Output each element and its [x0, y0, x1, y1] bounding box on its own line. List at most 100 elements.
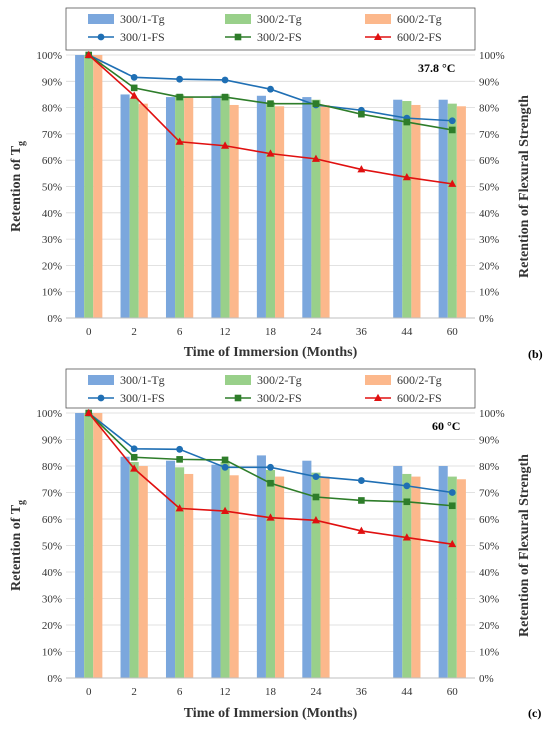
bar-600/2-Tg [93, 413, 103, 678]
legend-label: 600/2-Tg [397, 373, 442, 387]
legend-swatch-600/2-Tg [365, 375, 391, 385]
legend-swatch-600/2-Tg [365, 14, 391, 24]
bar-300/2-Tg [265, 102, 276, 318]
point-300/1-FS [448, 489, 456, 496]
x-tick-label: 0 [86, 686, 92, 698]
bar-300/2-Tg [175, 94, 185, 318]
point-600/2-FS [448, 539, 457, 548]
x-tick-label: 6 [177, 686, 183, 698]
point-300/1-FS [267, 463, 274, 471]
y-tick-left: 90% [42, 76, 62, 88]
bar-300/2-Tg [311, 472, 321, 678]
y-tick-right: 60% [479, 514, 499, 526]
point-600/2-FS [266, 513, 275, 521]
legend-box [65, 7, 476, 51]
x-tick-label: 60 [447, 326, 459, 338]
point-600/2-FS [221, 506, 230, 515]
y-tick-left: 10% [42, 647, 62, 659]
bar-300/1-Tg [302, 97, 312, 318]
point-300/1-FS [312, 473, 320, 480]
point-300/2-FS [267, 479, 274, 487]
point-300/1-FS [448, 117, 456, 125]
y-tick-left: 90% [42, 435, 62, 447]
legend-marker [374, 393, 382, 401]
bar-600/2-Tg [411, 476, 421, 678]
bar-300/1-Tg [165, 460, 176, 678]
chart-panel-b: 300/1-Tg 300/2-Tg 600/2-Tg 300/1-FS 300/2-FS… [9, 7, 543, 361]
y-tick-left: 40% [42, 567, 62, 579]
bar-600/2-Tg [275, 106, 285, 318]
point-300/1-FS [221, 463, 229, 471]
bar-300/1-Tg [120, 94, 130, 318]
point-600/2-FS [84, 408, 93, 416]
bar-300/2-Tg [447, 476, 457, 678]
point-600/2-FS [130, 464, 139, 472]
x-tick-label: 18 [265, 326, 277, 338]
x-tick-label: 24 [310, 326, 322, 338]
bar-300/2-Tg [129, 462, 139, 678]
y-axis-label-left-subscript: g [16, 141, 27, 146]
y-tick-right: 0% [479, 313, 494, 325]
y-tick-left: 100% [36, 50, 62, 62]
legend-label: 600/2-FS [397, 30, 442, 44]
bar-300/2-Tg [129, 98, 139, 319]
legend-label: 300/2-FS [257, 30, 302, 44]
y-tick-right: 60% [479, 155, 499, 167]
legend-label: 600/2-Tg [397, 12, 442, 26]
y-axis-label-left-subscript: g [16, 500, 27, 505]
bar-300/2-Tg [447, 103, 457, 318]
y-tick-right: 100% [479, 408, 505, 420]
bar-600/2-Tg [320, 476, 330, 678]
point-600/2-FS [266, 149, 275, 157]
point-300/2-FS [448, 502, 456, 510]
point-600/2-FS [402, 172, 411, 181]
y-tick-right: 40% [479, 208, 499, 220]
y-tick-left: 10% [42, 287, 62, 299]
y-tick-left: 0% [47, 673, 62, 685]
point-600/2-FS [130, 91, 139, 99]
y-axis-label-right: Retention of Flexural Strength [517, 454, 532, 637]
y-tick-left: 50% [42, 541, 62, 553]
temperature-label: 60 °C [432, 419, 460, 433]
bar-300/1-Tg [256, 455, 266, 678]
point-300/2-FS [358, 110, 365, 118]
chart-panel-c: 300/1-Tg 300/2-Tg 600/2-Tg 300/1-FS 300/2-FS… [9, 368, 541, 721]
x-tick-label: 44 [401, 326, 413, 338]
y-axis-label-left: Retention of Tg [9, 500, 27, 591]
legend-label: 300/2-Tg [257, 12, 302, 26]
point-300/2-FS [312, 493, 320, 501]
y-tick-right: 50% [479, 182, 499, 194]
y-tick-left: 20% [42, 620, 62, 632]
legend-label: 300/1-Tg [120, 12, 165, 26]
temperature-label: 37.8 °C [418, 61, 455, 75]
y-tick-right: 0% [479, 673, 494, 685]
bar-600/2-Tg [320, 104, 330, 318]
bar-300/1-Tg [120, 456, 130, 678]
y-tick-right: 20% [479, 620, 499, 632]
bar-600/2-Tg [411, 104, 421, 318]
legend-marker [97, 394, 105, 402]
x-tick-label: 2 [131, 326, 137, 338]
bar-600/2-Tg [229, 104, 239, 318]
bar-300/2-Tg [84, 413, 94, 678]
point-600/2-FS [357, 526, 366, 534]
x-tick-label: 18 [265, 686, 277, 698]
panel-label: (c) [528, 706, 541, 720]
point-300/2-FS [267, 100, 274, 107]
y-tick-right: 70% [479, 129, 499, 141]
x-tick-label: 12 [220, 686, 231, 698]
bar-300/1-Tg [211, 464, 221, 678]
legend-label: 300/1-FS [120, 391, 165, 405]
point-300/1-FS [176, 445, 184, 453]
bar-600/2-Tg [184, 473, 194, 678]
point-300/2-FS [358, 497, 365, 504]
y-tick-left: 30% [42, 234, 62, 246]
y-tick-right: 10% [479, 647, 499, 659]
y-tick-left: 70% [42, 129, 62, 141]
y-tick-left: 80% [42, 103, 62, 115]
bar-600/2-Tg [138, 103, 148, 318]
point-300/2-FS [221, 456, 229, 464]
point-600/2-FS [175, 137, 184, 145]
legend-box [65, 368, 476, 409]
